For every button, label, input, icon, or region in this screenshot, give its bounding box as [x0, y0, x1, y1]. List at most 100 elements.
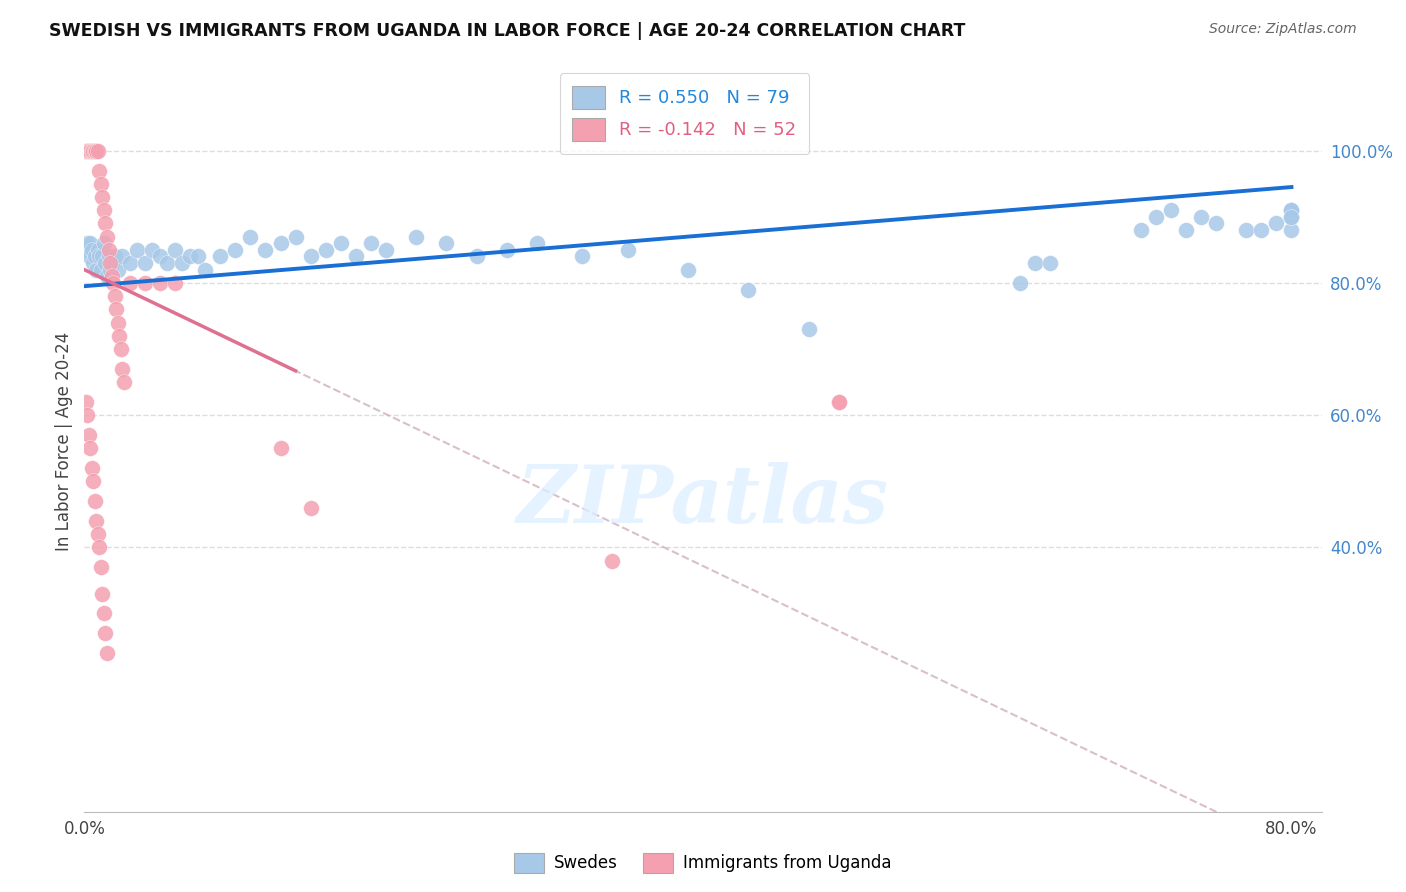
Point: [98, 262, 121, 277]
Legend: Swedes, Immigrants from Uganda: Swedes, Immigrants from Uganda: [508, 847, 898, 880]
Point: [76, 408, 98, 422]
Text: SWEDISH VS IMMIGRANTS FROM UGANDA IN LABOR FORCE | AGE 20-24 CORRELATION CHART: SWEDISH VS IMMIGRANTS FROM UGANDA IN LAB…: [49, 22, 966, 40]
Point: [107, 316, 129, 330]
Point: [94, 626, 117, 640]
Point: [1250, 223, 1272, 237]
Point: [602, 553, 624, 567]
Point: [224, 243, 246, 257]
Point: [1281, 203, 1303, 218]
Point: [1144, 210, 1167, 224]
Point: [254, 243, 277, 257]
Point: [495, 243, 517, 257]
Point: [1205, 216, 1227, 230]
Point: [82, 256, 104, 270]
Point: [75, 243, 97, 257]
Point: [89, 541, 111, 555]
Point: [90, 262, 112, 277]
Point: [737, 283, 759, 297]
Point: [84, 144, 107, 158]
Point: [797, 322, 820, 336]
Point: [270, 441, 292, 455]
Point: [526, 236, 548, 251]
Point: [465, 250, 488, 264]
Point: [84, 494, 107, 508]
Point: [77, 144, 100, 158]
Point: [97, 243, 120, 257]
Point: [98, 256, 121, 270]
Point: [118, 276, 141, 290]
Point: [1234, 223, 1257, 237]
Point: [1039, 256, 1062, 270]
Point: [100, 256, 122, 270]
Point: [110, 342, 132, 356]
Point: [172, 256, 194, 270]
Point: [91, 250, 114, 264]
Point: [1265, 216, 1288, 230]
Point: [75, 395, 97, 409]
Point: [1281, 223, 1303, 237]
Point: [616, 243, 638, 257]
Point: [1008, 276, 1031, 290]
Point: [80, 243, 103, 257]
Point: [299, 250, 322, 264]
Point: [163, 276, 186, 290]
Point: [84, 250, 107, 264]
Point: [77, 428, 100, 442]
Point: [375, 243, 398, 257]
Point: [1160, 203, 1182, 218]
Point: [828, 395, 851, 409]
Point: [360, 236, 382, 251]
Point: [1129, 223, 1152, 237]
Point: [1281, 210, 1303, 224]
Point: [405, 229, 427, 244]
Point: [79, 236, 101, 251]
Point: [1281, 203, 1303, 218]
Point: [87, 527, 110, 541]
Point: [93, 607, 115, 621]
Point: [94, 256, 117, 270]
Point: [1189, 210, 1212, 224]
Point: [76, 144, 98, 158]
Point: [239, 229, 262, 244]
Point: [209, 250, 232, 264]
Point: [676, 262, 699, 277]
Point: [108, 328, 131, 343]
Point: [89, 163, 111, 178]
Point: [1024, 256, 1046, 270]
Point: [86, 262, 108, 277]
Point: [105, 302, 128, 317]
Point: [1281, 210, 1303, 224]
Point: [186, 250, 208, 264]
Point: [75, 144, 97, 158]
Point: [156, 256, 179, 270]
Y-axis label: In Labor Force | Age 20-24: In Labor Force | Age 20-24: [55, 332, 73, 551]
Point: [86, 144, 108, 158]
Point: [149, 276, 172, 290]
Point: [91, 190, 114, 204]
Legend: R = 0.550   N = 79, R = -0.142   N = 52: R = 0.550 N = 79, R = -0.142 N = 52: [560, 73, 808, 153]
Point: [86, 514, 108, 528]
Point: [118, 256, 141, 270]
Point: [96, 269, 118, 284]
Point: [436, 236, 458, 251]
Point: [344, 250, 367, 264]
Point: [163, 243, 186, 257]
Point: [103, 250, 125, 264]
Point: [94, 216, 117, 230]
Point: [90, 177, 112, 191]
Text: ZIPatlas: ZIPatlas: [517, 462, 889, 540]
Point: [80, 461, 103, 475]
Point: [194, 262, 217, 277]
Point: [76, 236, 98, 251]
Text: Source: ZipAtlas.com: Source: ZipAtlas.com: [1209, 22, 1357, 37]
Point: [111, 361, 134, 376]
Point: [80, 144, 103, 158]
Point: [103, 289, 125, 303]
Point: [134, 276, 156, 290]
Point: [141, 243, 163, 257]
Point: [93, 236, 115, 251]
Point: [329, 236, 352, 251]
Point: [134, 256, 156, 270]
Point: [93, 203, 115, 218]
Point: [149, 250, 172, 264]
